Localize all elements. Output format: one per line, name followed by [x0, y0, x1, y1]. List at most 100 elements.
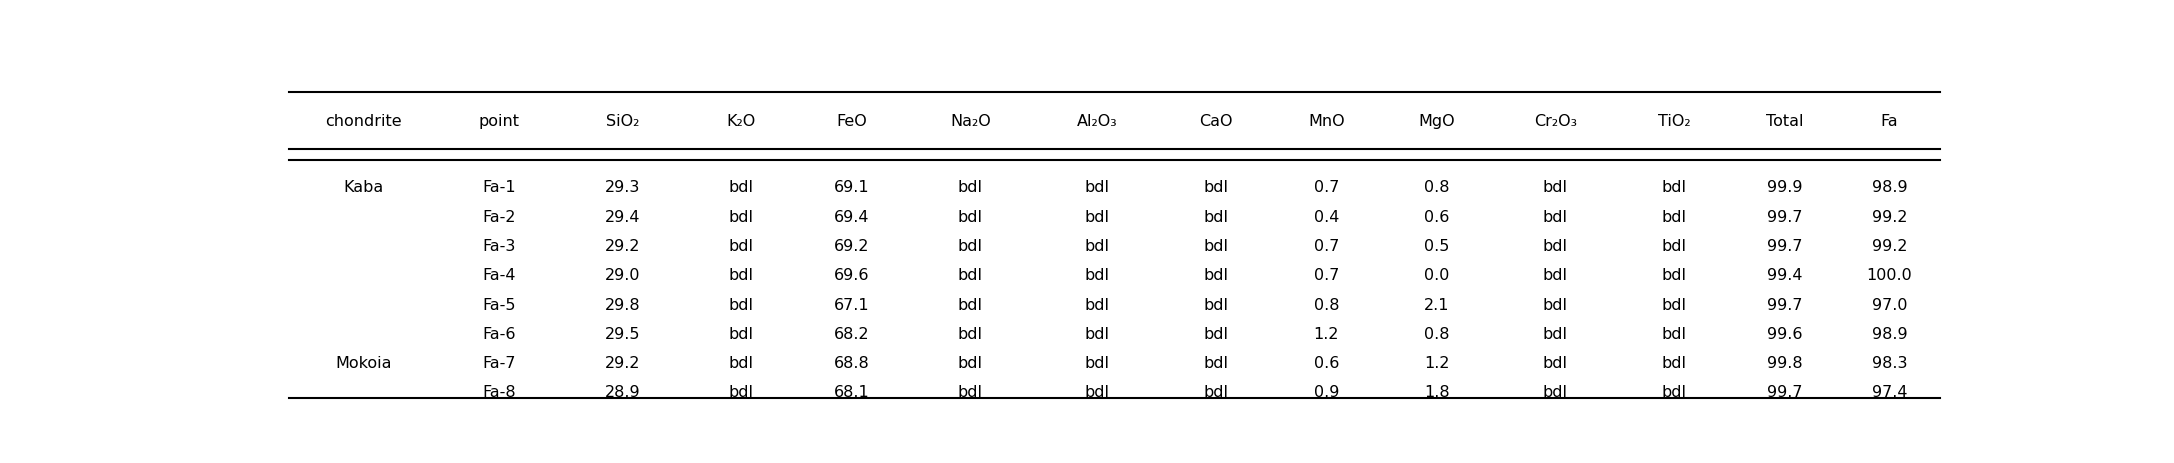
- Text: bdl: bdl: [1085, 238, 1111, 253]
- Text: bdl: bdl: [1544, 209, 1567, 224]
- Text: bdl: bdl: [728, 356, 754, 370]
- Text: Na₂O: Na₂O: [950, 114, 991, 129]
- Text: Fa-5: Fa-5: [483, 297, 515, 312]
- Text: 99.7: 99.7: [1767, 238, 1802, 253]
- Text: bdl: bdl: [1085, 180, 1111, 195]
- Text: bdl: bdl: [1661, 180, 1687, 195]
- Text: 98.9: 98.9: [1872, 180, 1907, 195]
- Text: bdl: bdl: [1544, 268, 1567, 282]
- Text: K₂O: K₂O: [726, 114, 757, 129]
- Text: MnO: MnO: [1309, 114, 1346, 129]
- Text: CaO: CaO: [1200, 114, 1233, 129]
- Text: 99.2: 99.2: [1872, 209, 1907, 224]
- Text: 29.0: 29.0: [604, 268, 641, 282]
- Text: Fa-6: Fa-6: [483, 326, 515, 341]
- Text: 1.8: 1.8: [1424, 385, 1450, 400]
- Text: bdl: bdl: [1204, 297, 1228, 312]
- Text: 0.9: 0.9: [1313, 385, 1339, 400]
- Text: 28.9: 28.9: [604, 385, 641, 400]
- Text: 97.4: 97.4: [1872, 385, 1907, 400]
- Text: bdl: bdl: [1661, 268, 1687, 282]
- Text: bdl: bdl: [1544, 385, 1567, 400]
- Text: Cr₂O₃: Cr₂O₃: [1535, 114, 1576, 129]
- Text: 29.3: 29.3: [604, 180, 641, 195]
- Text: 29.4: 29.4: [604, 209, 641, 224]
- Text: 29.5: 29.5: [604, 326, 641, 341]
- Text: 99.7: 99.7: [1767, 297, 1802, 312]
- Text: bdl: bdl: [1204, 385, 1228, 400]
- Text: MgO: MgO: [1417, 114, 1454, 129]
- Text: 99.6: 99.6: [1767, 326, 1802, 341]
- Text: 1.2: 1.2: [1313, 326, 1339, 341]
- Text: bdl: bdl: [1085, 209, 1111, 224]
- Text: 0.8: 0.8: [1313, 297, 1339, 312]
- Text: 98.9: 98.9: [1872, 326, 1907, 341]
- Text: 99.7: 99.7: [1767, 209, 1802, 224]
- Text: 99.8: 99.8: [1767, 356, 1802, 370]
- Text: 0.4: 0.4: [1313, 209, 1339, 224]
- Text: 68.8: 68.8: [835, 356, 870, 370]
- Text: Kaba: Kaba: [343, 180, 385, 195]
- Text: Fa-2: Fa-2: [483, 209, 515, 224]
- Text: 2.1: 2.1: [1424, 297, 1450, 312]
- Text: 69.6: 69.6: [835, 268, 870, 282]
- Text: bdl: bdl: [959, 297, 983, 312]
- Text: bdl: bdl: [728, 209, 754, 224]
- Text: point: point: [478, 114, 520, 129]
- Text: 99.7: 99.7: [1767, 385, 1802, 400]
- Text: Fa-4: Fa-4: [483, 268, 515, 282]
- Text: 0.7: 0.7: [1313, 180, 1339, 195]
- Text: bdl: bdl: [1661, 297, 1687, 312]
- Text: 0.6: 0.6: [1424, 209, 1450, 224]
- Text: bdl: bdl: [1085, 326, 1111, 341]
- Text: bdl: bdl: [1204, 268, 1228, 282]
- Text: bdl: bdl: [728, 268, 754, 282]
- Text: Fa-1: Fa-1: [483, 180, 515, 195]
- Text: bdl: bdl: [728, 326, 754, 341]
- Text: bdl: bdl: [1085, 356, 1111, 370]
- Text: Fa-8: Fa-8: [483, 385, 515, 400]
- Text: bdl: bdl: [1204, 180, 1228, 195]
- Text: bdl: bdl: [1661, 238, 1687, 253]
- Text: bdl: bdl: [1085, 297, 1111, 312]
- Text: 0.7: 0.7: [1313, 238, 1339, 253]
- Text: bdl: bdl: [1544, 356, 1567, 370]
- Text: 69.2: 69.2: [835, 238, 870, 253]
- Text: bdl: bdl: [959, 209, 983, 224]
- Text: bdl: bdl: [1085, 385, 1111, 400]
- Text: bdl: bdl: [1544, 326, 1567, 341]
- Text: bdl: bdl: [1204, 356, 1228, 370]
- Text: Fa-3: Fa-3: [483, 238, 515, 253]
- Text: 0.5: 0.5: [1424, 238, 1450, 253]
- Text: bdl: bdl: [1544, 180, 1567, 195]
- Text: 0.0: 0.0: [1424, 268, 1450, 282]
- Text: bdl: bdl: [959, 238, 983, 253]
- Text: bdl: bdl: [1204, 238, 1228, 253]
- Text: chondrite: chondrite: [326, 114, 402, 129]
- Text: bdl: bdl: [1204, 209, 1228, 224]
- Text: bdl: bdl: [728, 180, 754, 195]
- Text: 29.2: 29.2: [604, 356, 641, 370]
- Text: 69.1: 69.1: [835, 180, 870, 195]
- Text: SiO₂: SiO₂: [607, 114, 639, 129]
- Text: Fa: Fa: [1881, 114, 1898, 129]
- Text: TiO₂: TiO₂: [1659, 114, 1691, 129]
- Text: bdl: bdl: [1661, 209, 1687, 224]
- Text: Mokoia: Mokoia: [335, 356, 391, 370]
- Text: bdl: bdl: [959, 356, 983, 370]
- Text: 97.0: 97.0: [1872, 297, 1907, 312]
- Text: bdl: bdl: [959, 180, 983, 195]
- Text: bdl: bdl: [959, 268, 983, 282]
- Text: bdl: bdl: [1661, 356, 1687, 370]
- Text: bdl: bdl: [1661, 385, 1687, 400]
- Text: 1.2: 1.2: [1424, 356, 1450, 370]
- Text: 29.2: 29.2: [604, 238, 641, 253]
- Text: 100.0: 100.0: [1867, 268, 1913, 282]
- Text: bdl: bdl: [959, 385, 983, 400]
- Text: bdl: bdl: [728, 385, 754, 400]
- Text: 99.4: 99.4: [1767, 268, 1802, 282]
- Text: FeO: FeO: [837, 114, 867, 129]
- Text: bdl: bdl: [1544, 238, 1567, 253]
- Text: 68.1: 68.1: [835, 385, 870, 400]
- Text: 99.2: 99.2: [1872, 238, 1907, 253]
